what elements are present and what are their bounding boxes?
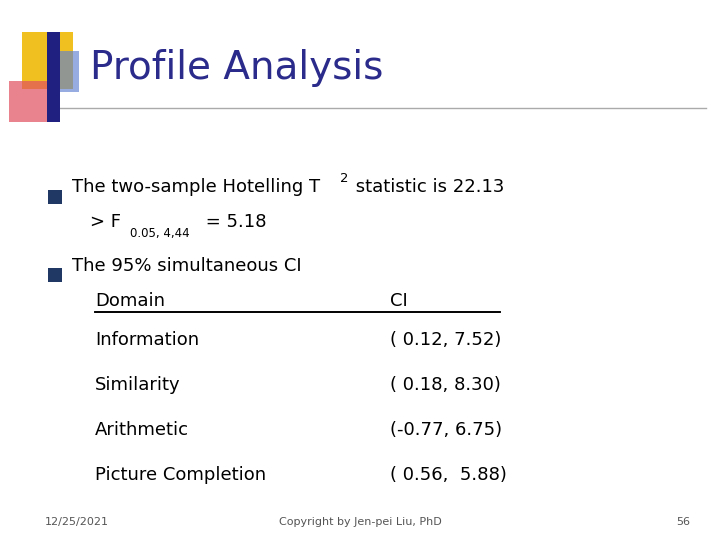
FancyBboxPatch shape xyxy=(48,190,62,204)
Text: Similarity: Similarity xyxy=(95,376,181,394)
Text: statistic is 22.13: statistic is 22.13 xyxy=(350,178,505,196)
Text: = 5.18: = 5.18 xyxy=(200,213,266,231)
Text: The 95% simultaneous CI: The 95% simultaneous CI xyxy=(72,257,302,275)
Text: 56: 56 xyxy=(676,517,690,527)
Text: The two-sample Hotelling T: The two-sample Hotelling T xyxy=(72,178,320,196)
Text: Domain: Domain xyxy=(95,292,165,310)
Text: 0.05, 4,44: 0.05, 4,44 xyxy=(130,226,189,240)
Text: 2: 2 xyxy=(340,172,348,186)
Text: Arithmetic: Arithmetic xyxy=(95,421,189,439)
Text: Picture Completion: Picture Completion xyxy=(95,466,266,484)
Text: ( 0.18, 8.30): ( 0.18, 8.30) xyxy=(390,376,501,394)
Text: (-0.77, 6.75): (-0.77, 6.75) xyxy=(390,421,502,439)
Text: 12/25/2021: 12/25/2021 xyxy=(45,517,109,527)
Text: ( 0.56,  5.88): ( 0.56, 5.88) xyxy=(390,466,507,484)
Text: Information: Information xyxy=(95,331,199,349)
Text: Copyright by Jen-pei Liu, PhD: Copyright by Jen-pei Liu, PhD xyxy=(279,517,441,527)
Text: CI: CI xyxy=(390,292,408,310)
FancyBboxPatch shape xyxy=(48,268,62,282)
Text: > F: > F xyxy=(90,213,121,231)
Text: Profile Analysis: Profile Analysis xyxy=(90,49,383,86)
Text: ( 0.12, 7.52): ( 0.12, 7.52) xyxy=(390,331,501,349)
